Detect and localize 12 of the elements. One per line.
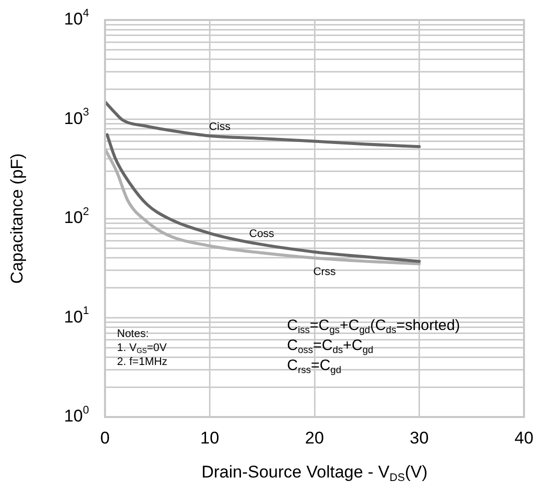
x-tick-label: 0: [100, 428, 110, 448]
annotation: 2. f=1MHz: [117, 356, 168, 368]
x-tick-label: 30: [410, 428, 429, 448]
annotation: Notes:: [117, 328, 149, 340]
line-series: [105, 100, 421, 148]
series-label: Coss: [249, 228, 275, 240]
series-label: Ciss: [209, 120, 231, 133]
y-axis-title: Capacitance (pF): [8, 153, 27, 284]
x-tick-label: 20: [305, 428, 324, 448]
x-tick-label: 10: [200, 428, 220, 448]
series-label: Crss: [313, 266, 336, 278]
x-tick-label: 40: [514, 428, 534, 448]
